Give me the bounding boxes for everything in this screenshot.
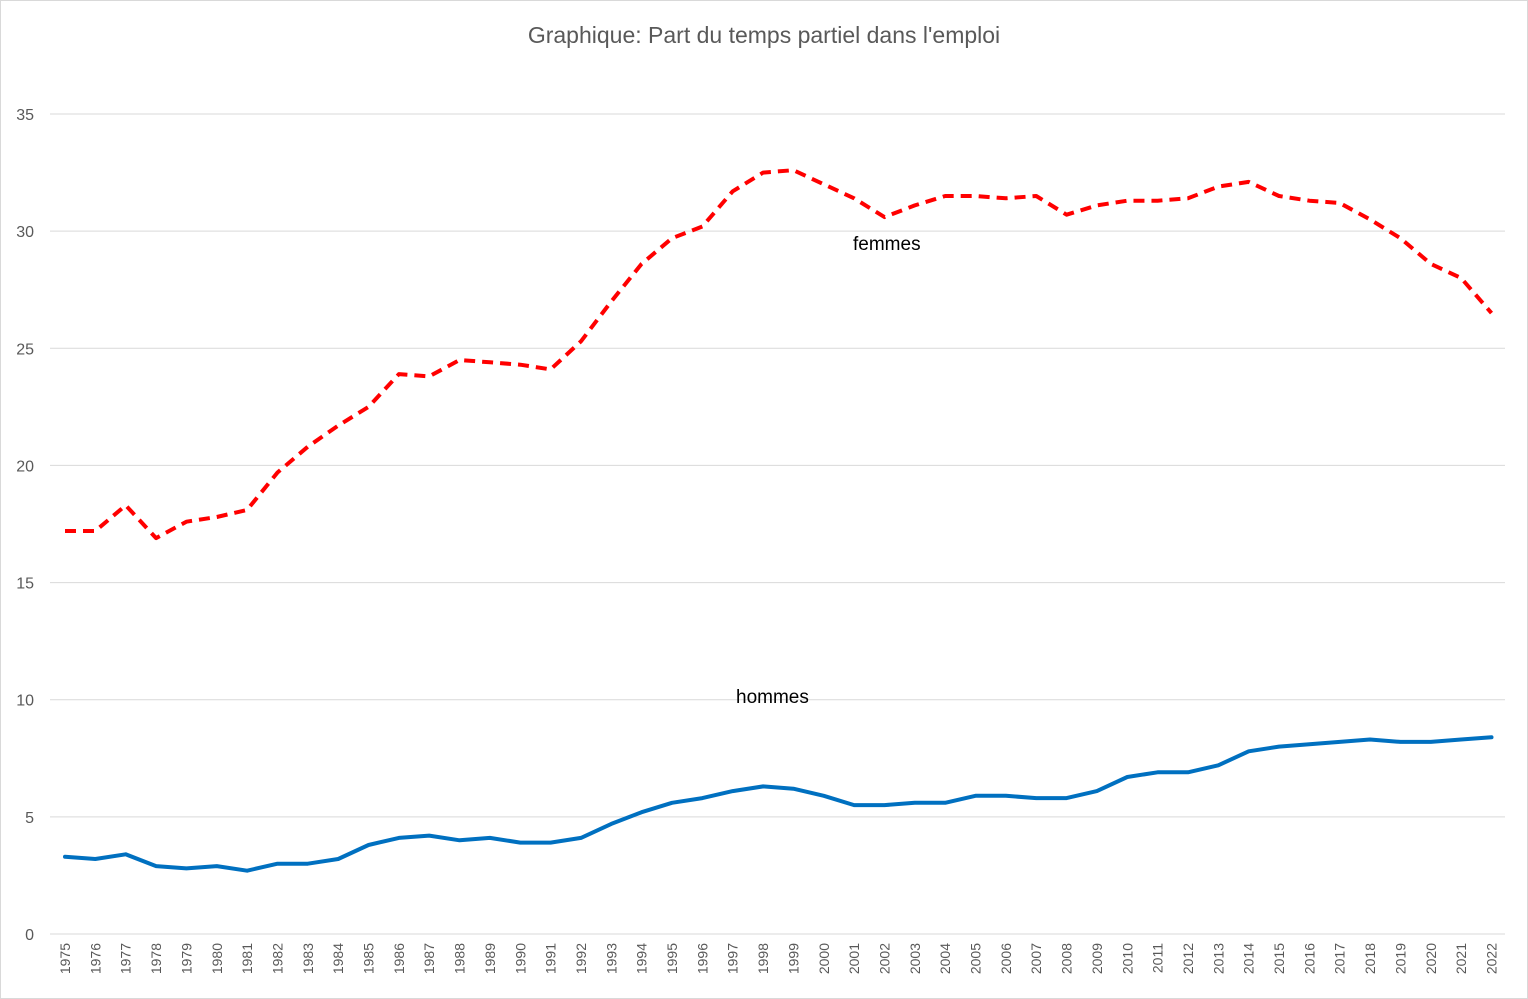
x-tick-label: 1981 bbox=[239, 943, 255, 974]
y-tick-label: 35 bbox=[16, 107, 34, 124]
x-tick-label: 1988 bbox=[452, 943, 468, 974]
x-tick-label: 1997 bbox=[725, 943, 741, 974]
x-tick-label: 2019 bbox=[1392, 943, 1408, 974]
x-tick-label: 2002 bbox=[876, 943, 892, 974]
y-tick-label: 20 bbox=[16, 458, 34, 475]
series-line-femmes bbox=[65, 168, 1494, 541]
x-tick-label: 2012 bbox=[1180, 943, 1196, 974]
y-tick-label: 10 bbox=[16, 693, 34, 710]
x-tick-label: 1977 bbox=[118, 943, 134, 974]
x-tick-label: 2018 bbox=[1362, 943, 1378, 974]
x-axis-ticks: 1975 1976 1977 1978 1979 1980 1981 1982 1983 1984… bbox=[57, 943, 1499, 974]
x-tick-label: 1993 bbox=[603, 943, 619, 974]
x-tick-label: 2001 bbox=[846, 943, 862, 974]
x-tick-label: 2005 bbox=[968, 943, 984, 974]
x-tick-label: 1980 bbox=[209, 943, 225, 974]
x-tick-label: 2007 bbox=[1028, 943, 1044, 974]
y-tick-label: 0 bbox=[25, 927, 34, 944]
x-tick-label: 2014 bbox=[1241, 943, 1257, 974]
x-tick-label: 2016 bbox=[1301, 943, 1317, 974]
series-labels: femmes hommes bbox=[736, 234, 921, 708]
x-tick-label: 1992 bbox=[573, 943, 589, 974]
series-lines bbox=[63, 168, 1494, 873]
chart-title: Graphique: Part du temps partiel dans l'… bbox=[527, 22, 1001, 48]
x-tick-label: 1998 bbox=[755, 943, 771, 974]
x-tick-label: 1996 bbox=[694, 943, 710, 974]
x-tick-label: 2015 bbox=[1271, 943, 1287, 974]
x-tick-label: 2011 bbox=[1150, 943, 1166, 973]
series-label-hommes: hommes bbox=[736, 687, 809, 708]
y-tick-label: 25 bbox=[16, 341, 34, 358]
series-line-hommes bbox=[63, 735, 1494, 873]
x-tick-label: 1985 bbox=[361, 943, 377, 974]
gridlines bbox=[50, 113, 1505, 935]
x-tick-label: 2022 bbox=[1483, 943, 1499, 974]
x-tick-label: 1999 bbox=[785, 943, 801, 974]
x-tick-label: 1987 bbox=[421, 943, 437, 974]
y-tick-label: 5 bbox=[25, 810, 34, 827]
x-tick-label: 2003 bbox=[907, 943, 923, 974]
y-axis-ticks: 0 5 10 15 20 25 30 35 bbox=[16, 107, 34, 944]
x-tick-label: 1979 bbox=[178, 943, 194, 974]
x-tick-label: 1986 bbox=[391, 943, 407, 974]
x-tick-label: 1983 bbox=[300, 943, 316, 974]
x-tick-label: 1995 bbox=[664, 943, 680, 974]
x-tick-label: 1978 bbox=[148, 943, 164, 974]
x-tick-label: 2000 bbox=[816, 943, 832, 974]
y-tick-label: 30 bbox=[16, 224, 34, 241]
x-tick-label: 2020 bbox=[1423, 943, 1439, 974]
x-tick-label: 2004 bbox=[937, 943, 953, 974]
x-tick-label: 1984 bbox=[330, 943, 346, 974]
x-tick-label: 2017 bbox=[1332, 943, 1348, 974]
series-label-femmes: femmes bbox=[853, 234, 921, 255]
x-tick-label: 2009 bbox=[1089, 943, 1105, 974]
x-tick-label: 2013 bbox=[1210, 943, 1226, 974]
x-tick-label: 2021 bbox=[1453, 943, 1469, 974]
x-tick-label: 2006 bbox=[998, 943, 1014, 974]
y-tick-label: 15 bbox=[16, 576, 34, 593]
x-tick-label: 1994 bbox=[634, 943, 650, 974]
x-tick-label: 2008 bbox=[1059, 943, 1075, 974]
x-tick-label: 1990 bbox=[512, 943, 528, 974]
x-tick-label: 1989 bbox=[482, 943, 498, 974]
x-tick-label: 1976 bbox=[87, 943, 103, 974]
x-tick-label: 1975 bbox=[57, 943, 73, 974]
x-tick-label: 2010 bbox=[1119, 943, 1135, 974]
x-tick-label: 1982 bbox=[269, 943, 285, 974]
x-tick-label: 1991 bbox=[543, 943, 559, 974]
